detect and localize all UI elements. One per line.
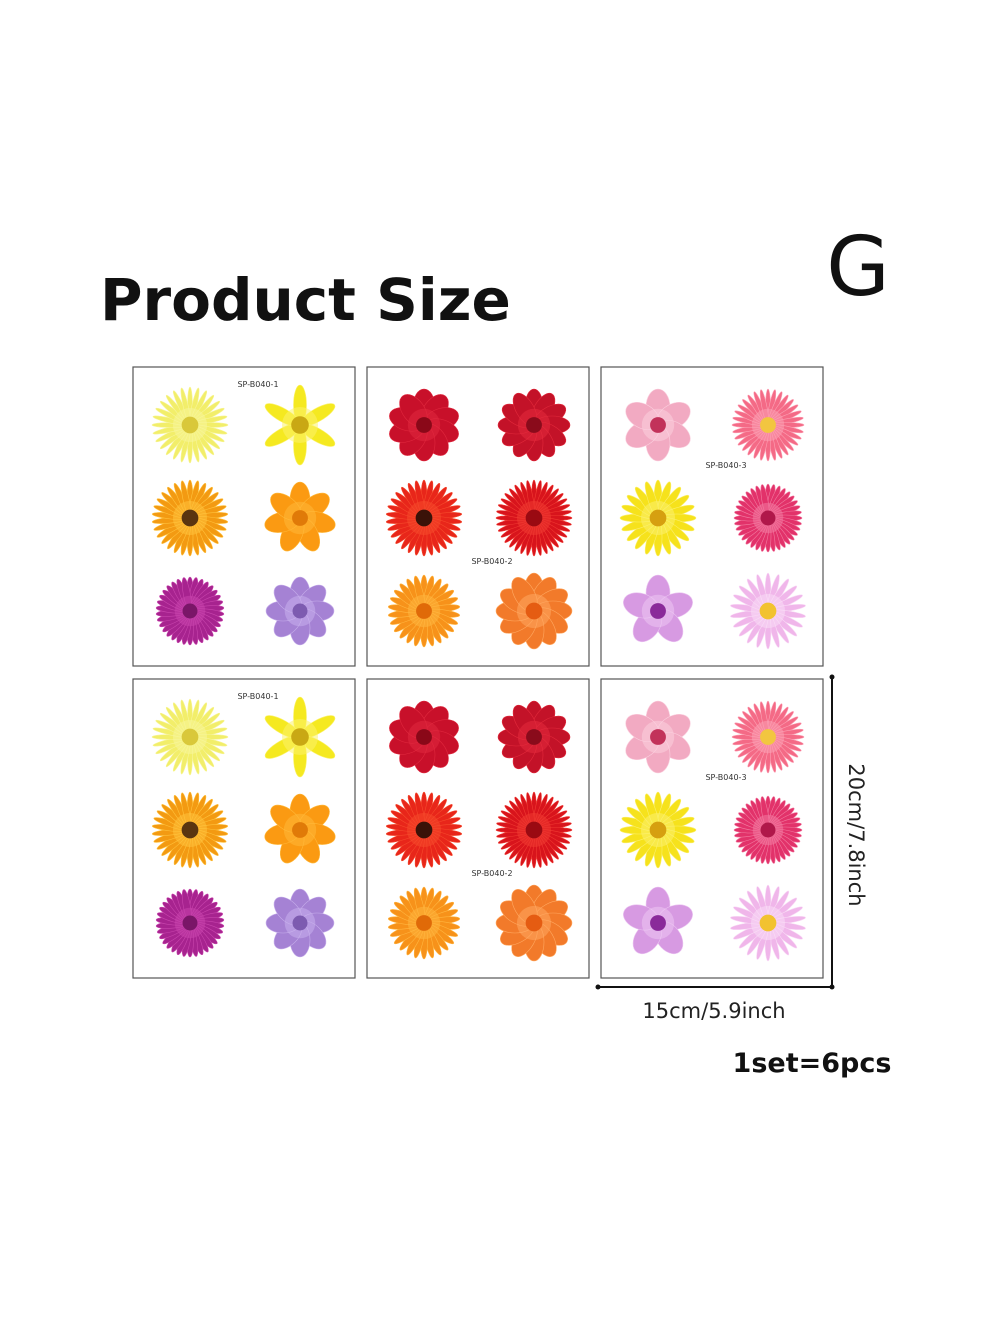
sheet: SP-B040-3 (600, 366, 824, 667)
flower (265, 576, 335, 646)
flower-center (292, 510, 308, 526)
flower (625, 388, 691, 462)
sheet-label: SP-B040-2 (471, 869, 512, 878)
flower-center (415, 821, 433, 839)
flower (495, 479, 573, 557)
flower (625, 700, 691, 774)
flower-center (525, 509, 543, 527)
flower (733, 795, 803, 865)
flower-center (416, 729, 432, 745)
flower-center (759, 602, 777, 620)
sheet: SP-B040-1 (132, 366, 356, 667)
flower (497, 388, 571, 462)
flower-center (182, 603, 198, 619)
sheets: SP-B040-1 SP-B040-2 SP-B040-3 SP-B040-1 SP-B… (132, 366, 824, 979)
title: Product Size (100, 266, 511, 334)
sheet-label: SP-B040-3 (705, 773, 746, 782)
flower-center (759, 914, 777, 932)
dim-end (595, 984, 601, 990)
sheet-label: SP-B040-1 (237, 692, 278, 701)
flower (264, 384, 336, 466)
flower-center (760, 822, 776, 838)
flower-center (292, 822, 308, 838)
flower (389, 388, 459, 462)
flower-center (182, 915, 198, 931)
flower-center (526, 417, 542, 433)
flower (733, 483, 803, 553)
flower-center (291, 416, 309, 434)
flower (730, 572, 806, 650)
flower (730, 884, 806, 962)
flower-center (416, 603, 432, 619)
flower (495, 791, 573, 869)
flower-center (181, 509, 199, 527)
flower (265, 888, 335, 958)
flower-center (650, 915, 666, 931)
flower-center (292, 915, 308, 931)
flower-center (181, 728, 199, 746)
flower-center (415, 509, 433, 527)
flower-center (650, 417, 666, 433)
sheet-label: SP-B040-3 (705, 461, 746, 470)
flower (155, 888, 225, 958)
sheet: SP-B040-2 (366, 366, 590, 667)
sheet: SP-B040-1 (132, 678, 356, 979)
flower (151, 386, 229, 464)
height-label: 20cm/7.8inch (844, 763, 868, 906)
flower (151, 698, 229, 776)
flower (155, 576, 225, 646)
flower (264, 793, 336, 864)
sheet: SP-B040-2 (366, 678, 590, 979)
dim-end (829, 674, 835, 680)
flower (387, 886, 461, 960)
variant-letter: G (826, 220, 890, 315)
flower-center (525, 821, 543, 839)
flower-center (291, 728, 309, 746)
flower-center (649, 509, 667, 527)
flower-center (525, 914, 543, 932)
flower (387, 574, 461, 648)
flower (619, 479, 697, 557)
flower-center (181, 416, 199, 434)
flower (495, 572, 573, 650)
flower (151, 479, 229, 557)
flower (385, 479, 463, 557)
sheet-label: SP-B040-2 (471, 557, 512, 566)
flower (389, 700, 459, 774)
flower (264, 481, 336, 552)
flower-center (292, 603, 308, 619)
flower-center (650, 603, 666, 619)
flower-center (181, 821, 199, 839)
flower-center (525, 602, 543, 620)
flower-center (649, 821, 667, 839)
flower-center (650, 729, 666, 745)
sheet-label: SP-B040-1 (237, 380, 278, 389)
flower (623, 886, 693, 955)
dim-end (829, 984, 835, 990)
flower-center (416, 915, 432, 931)
flower-center (760, 417, 776, 433)
flower-center (760, 510, 776, 526)
flower (619, 791, 697, 869)
flower-center (526, 729, 542, 745)
flower (497, 700, 571, 774)
sheet: SP-B040-3 (600, 678, 824, 979)
set-count: 1set=6pcs (733, 1048, 892, 1079)
flower (385, 791, 463, 869)
flower-center (416, 417, 432, 433)
flower (731, 388, 805, 462)
flower (151, 791, 229, 869)
flower (264, 696, 336, 778)
flower (623, 574, 693, 643)
flower-center (760, 729, 776, 745)
width-label: 15cm/5.9inch (642, 999, 785, 1023)
flower (731, 700, 805, 774)
flower (495, 884, 573, 962)
